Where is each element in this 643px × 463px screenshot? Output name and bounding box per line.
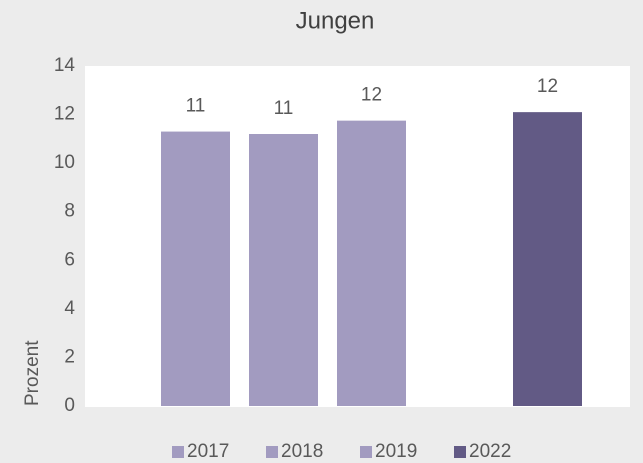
y-tick-label: 12 [54,104,75,125]
y-tick-label: 0 [64,395,75,416]
legend-label: 2022 [469,441,511,462]
legend-label: 2018 [281,441,323,462]
bar [513,112,582,407]
data-label: 11 [274,98,294,119]
y-axis-label: Prozent [22,340,43,406]
legend-label: 2017 [187,441,229,462]
data-label: 11 [186,96,206,117]
legend-swatch [360,446,372,458]
bar [161,131,230,407]
bar [249,134,318,406]
legend-swatch [172,446,184,458]
legend-swatch [266,446,278,458]
legend-swatch [454,446,466,458]
bar [337,120,406,407]
legend-label: 2019 [375,441,417,462]
y-tick-label: 2 [64,346,75,367]
data-label: 12 [361,85,382,106]
chart-title: Jungen [296,7,375,34]
y-tick-label: 6 [64,249,75,270]
y-tick-label: 8 [64,201,75,222]
y-tick-label: 14 [54,55,76,76]
y-tick-label: 10 [54,152,75,173]
data-label: 12 [537,76,558,97]
y-tick-label: 4 [64,298,75,319]
